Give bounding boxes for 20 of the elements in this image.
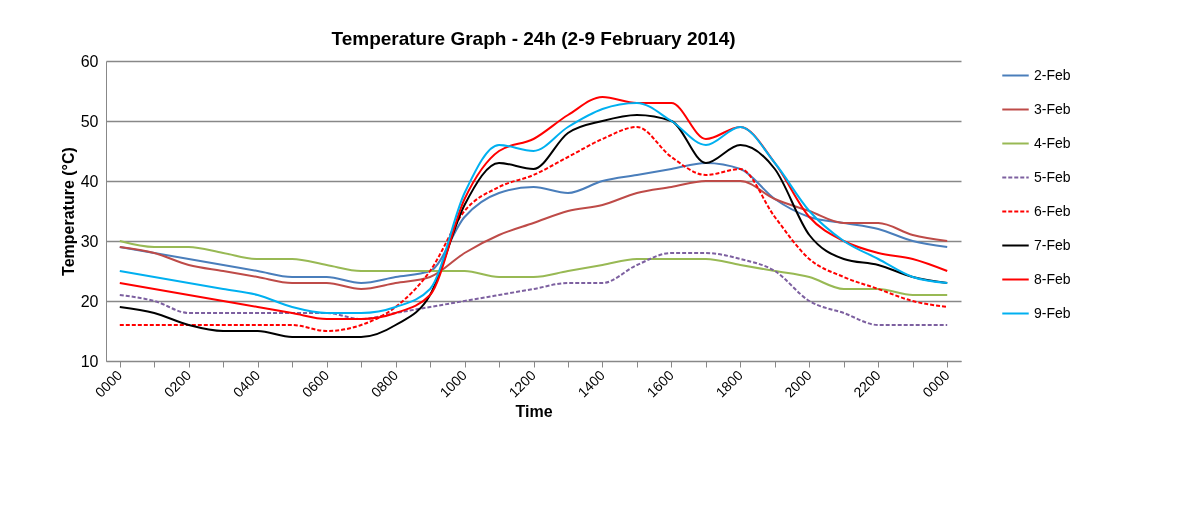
legend-label: 6-Feb <box>1034 202 1071 219</box>
x-axis-title: Time <box>515 403 553 421</box>
legend-label: 7-Feb <box>1034 236 1071 253</box>
y-tick-label: 30 <box>80 232 99 250</box>
legend-label: 8-Feb <box>1034 270 1071 287</box>
line-series <box>118 180 949 290</box>
legend-label: 9-Feb <box>1034 304 1071 321</box>
line-series <box>118 240 949 296</box>
y-tick-label: 10 <box>80 352 99 370</box>
line-series <box>118 252 949 326</box>
legend-label: 5-Feb <box>1034 168 1071 185</box>
legend-label: 2-Feb <box>1034 66 1071 83</box>
y-tick-label: 40 <box>80 172 99 190</box>
chart-title: Temperature Graph - 24h (2-9 February 2014) <box>331 28 736 49</box>
legend-label: 3-Feb <box>1034 100 1071 117</box>
y-tick-label: 50 <box>80 112 99 130</box>
legend-label: 4-Feb <box>1034 134 1071 151</box>
y-tick-label: 60 <box>80 52 99 70</box>
y-axis-title: Temperature (°C) <box>59 147 77 276</box>
y-tick-label: 20 <box>80 292 99 310</box>
